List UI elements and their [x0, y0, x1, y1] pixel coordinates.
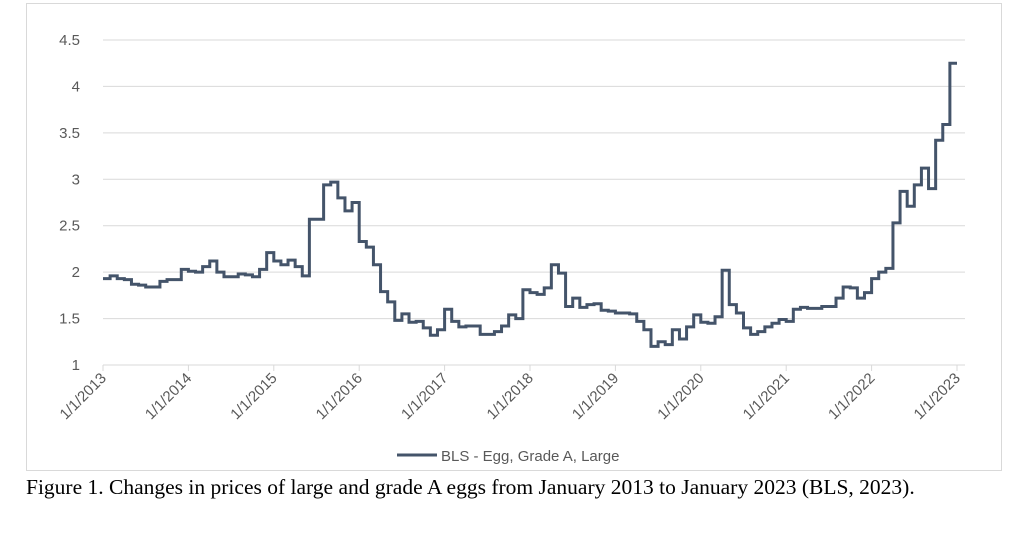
y-tick-label: 1 [72, 357, 80, 374]
chart-frame [26, 3, 1002, 471]
y-axis-tick-labels: 1 1.5 2 2.5 3 3.5 4 4.5 [59, 32, 80, 374]
y-tick-label: 1.5 [59, 311, 80, 328]
series-line [103, 61, 957, 348]
y-tick-label: 3 [72, 171, 80, 188]
gridlines [103, 39, 965, 320]
y-tick-label: 4.5 [59, 32, 80, 49]
legend-label: BLS - Egg, Grade A, Large [441, 448, 619, 465]
y-tick-label: 2 [72, 264, 80, 281]
y-tick-label: 4 [72, 78, 80, 95]
figure-caption: Figure 1. Changes in prices of large and… [26, 475, 915, 499]
legend: BLS - Egg, Grade A, Large [397, 448, 619, 465]
y-tick-label: 2.5 [59, 218, 80, 235]
y-tick-label: 3.5 [59, 125, 80, 142]
